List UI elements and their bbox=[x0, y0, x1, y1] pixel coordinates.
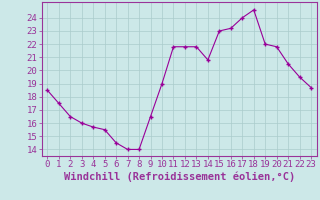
X-axis label: Windchill (Refroidissement éolien,°C): Windchill (Refroidissement éolien,°C) bbox=[64, 172, 295, 182]
